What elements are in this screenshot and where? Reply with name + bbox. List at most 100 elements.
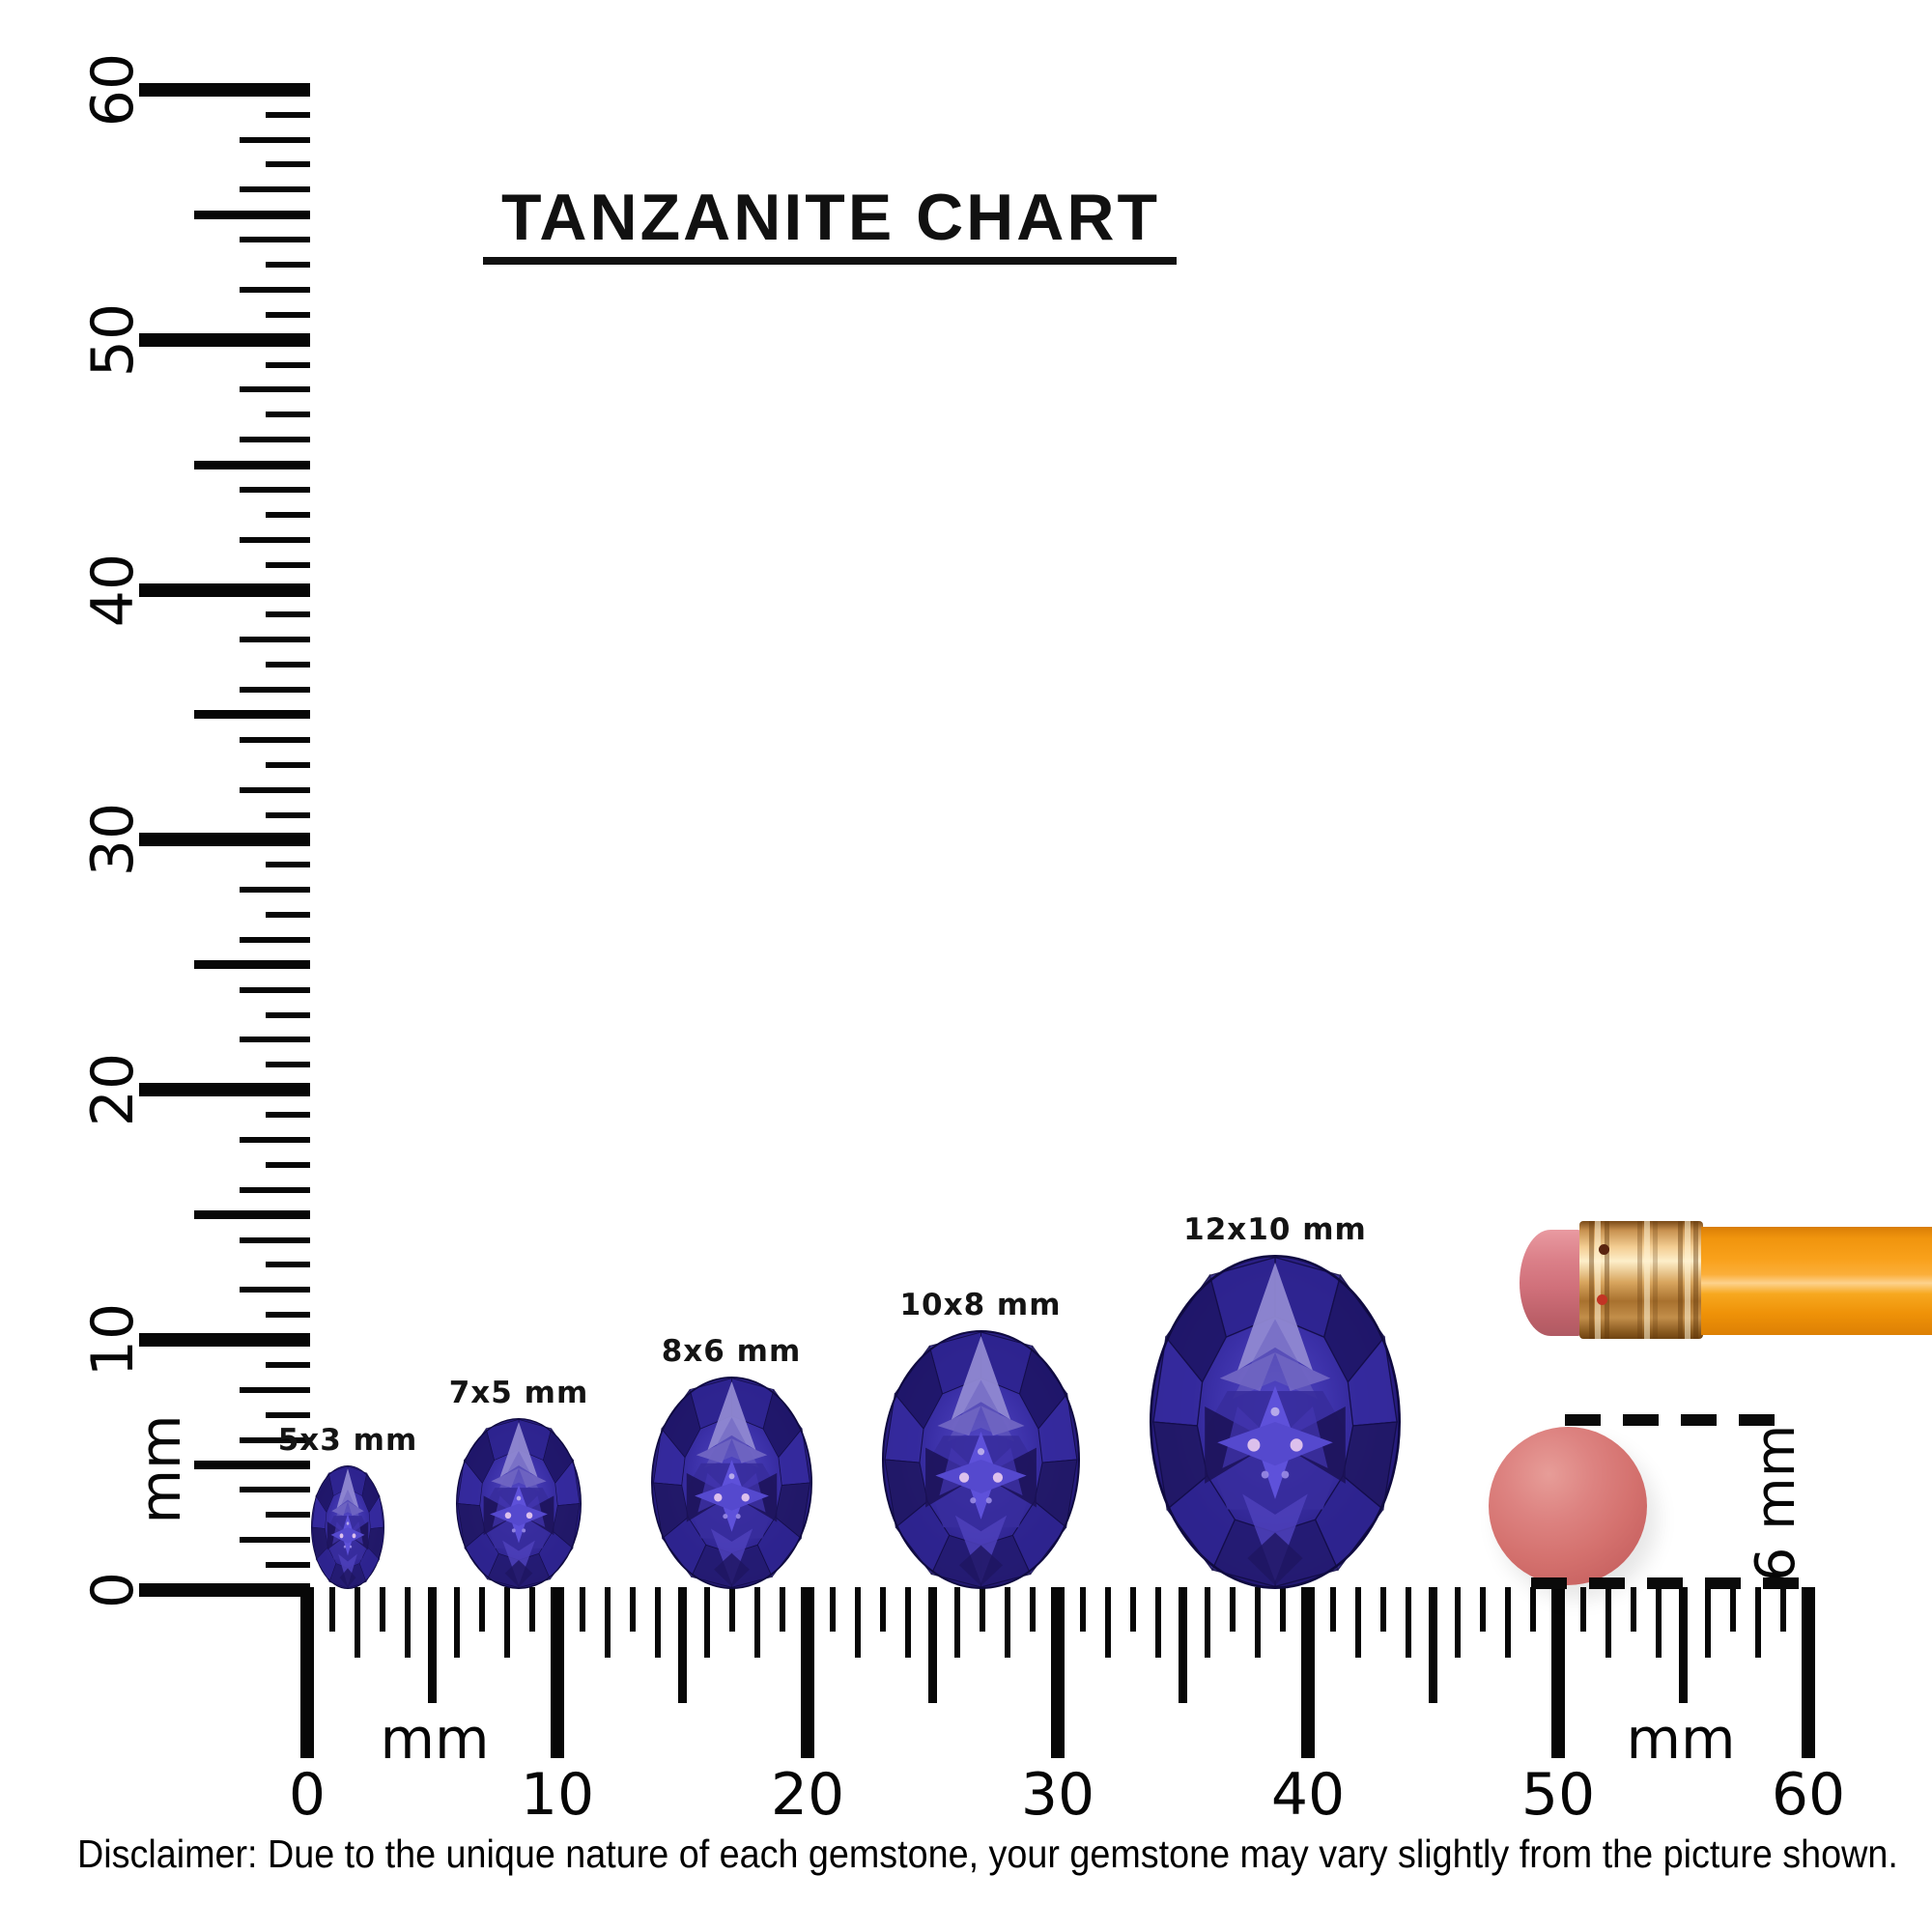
ruler-tick <box>1179 1587 1187 1703</box>
ferrule-ridge <box>1693 1221 1698 1339</box>
ruler-tick <box>240 786 310 793</box>
ruler-tick <box>1129 1587 1136 1632</box>
ruler-tick <box>139 1333 310 1348</box>
ruler-tick <box>240 887 310 894</box>
ruler-tick <box>1354 1587 1361 1658</box>
ruler-tick <box>240 736 310 743</box>
gem-oval-cut <box>311 1465 384 1589</box>
ruler-tick <box>194 460 310 469</box>
ruler-tick <box>1079 1587 1086 1632</box>
ruler-tick <box>1730 1587 1737 1632</box>
ruler-tick <box>240 1386 310 1393</box>
ruler-tick <box>1551 1587 1565 1758</box>
ruler-tick <box>266 811 310 818</box>
ferrule-shine <box>1644 1221 1650 1339</box>
ruler-tick <box>266 761 310 768</box>
ruler-tick <box>194 210 310 219</box>
ruler-tick <box>1455 1587 1462 1658</box>
ruler-tick <box>1579 1587 1586 1632</box>
measure-dash-top <box>1565 1414 1797 1426</box>
ruler-tick <box>240 1236 310 1243</box>
ruler-tick <box>194 960 310 970</box>
ruler-tick <box>139 332 310 347</box>
ruler-tick <box>1280 1587 1287 1632</box>
ruler-tick <box>266 1161 310 1168</box>
ruler-tick <box>1780 1587 1787 1632</box>
round-eraser <box>1489 1427 1647 1585</box>
page-title: TANZANITE CHART <box>500 181 1161 254</box>
ruler-tick <box>266 1062 310 1068</box>
ruler-tick <box>729 1587 736 1632</box>
pencil-ferrule <box>1579 1221 1703 1339</box>
title-underline <box>483 257 1177 265</box>
gem-size-label: 8x6 mm <box>661 1334 802 1369</box>
ruler-tick <box>240 1537 310 1544</box>
ruler-tick <box>266 611 310 618</box>
ruler-tick <box>240 637 310 643</box>
ruler-tick <box>266 912 310 919</box>
ruler-tick <box>1705 1587 1712 1658</box>
vertical-ruler-label: 30 <box>79 803 147 877</box>
horizontal-ruler-label: 40 <box>1270 1761 1346 1829</box>
ruler-tick <box>240 386 310 393</box>
ruler-tick <box>1154 1587 1161 1658</box>
ferrule-ridge <box>1637 1221 1642 1339</box>
horizontal-ruler-label: 60 <box>1771 1761 1846 1829</box>
ruler-tick <box>240 986 310 993</box>
pencil-eraser-tip <box>1520 1230 1581 1336</box>
ruler-tick <box>980 1587 986 1632</box>
ferrule-ridge <box>1589 1221 1594 1339</box>
horizontal-ruler-label: 50 <box>1520 1761 1596 1829</box>
ruler-tick <box>240 1287 310 1293</box>
ferrule-ridge <box>1678 1221 1683 1339</box>
ruler-tick <box>266 1112 310 1119</box>
ferrule-rivet-dot <box>1597 1294 1607 1305</box>
horizontal-ruler-label: 10 <box>520 1761 595 1829</box>
ruler-tick <box>1379 1587 1386 1632</box>
ruler-tick <box>240 186 310 193</box>
ruler-tick <box>428 1587 437 1703</box>
ruler-tick <box>1329 1587 1336 1632</box>
ruler-tick <box>266 561 310 568</box>
ruler-tick <box>266 1411 310 1418</box>
ruler-tick <box>1104 1587 1111 1658</box>
ruler-tick <box>240 1137 310 1144</box>
ruler-tick <box>1755 1587 1762 1658</box>
ruler-tick <box>1230 1587 1236 1632</box>
ruler-tick <box>479 1587 486 1632</box>
ruler-tick <box>266 361 310 368</box>
ruler-tick <box>454 1587 461 1658</box>
ruler-tick <box>1480 1587 1487 1632</box>
ruler-tick <box>266 111 310 118</box>
disclaimer-text: Disclaimer: Due to the unique nature of … <box>77 1832 1898 1876</box>
ruler-tick <box>1030 1587 1037 1632</box>
ruler-tick <box>139 82 310 97</box>
ruler-tick <box>1255 1587 1262 1658</box>
ruler-tick <box>654 1587 661 1658</box>
ruler-tick <box>194 710 310 720</box>
ruler-tick <box>266 1562 310 1569</box>
ruler-tick <box>801 1587 814 1758</box>
gem-size-label: 10x8 mm <box>899 1288 1062 1322</box>
ruler-tick <box>1655 1587 1662 1658</box>
ruler-tick <box>854 1587 861 1658</box>
ruler-tick <box>629 1587 636 1632</box>
ruler-tick <box>240 936 310 943</box>
ruler-tick <box>194 1461 310 1470</box>
ruler-tick <box>954 1587 961 1658</box>
ferrule-shine <box>1685 1221 1690 1339</box>
measure-dash-bottom <box>1531 1577 1799 1589</box>
gem-size-label: 7x5 mm <box>448 1376 589 1410</box>
ruler-tick <box>1505 1587 1512 1658</box>
ruler-tick <box>879 1587 886 1632</box>
ruler-tick <box>266 511 310 518</box>
vertical-ruler-label: 20 <box>79 1053 147 1127</box>
ruler-tick <box>266 862 310 868</box>
ruler-tick <box>194 1210 310 1220</box>
ruler-tick <box>266 1512 310 1519</box>
ferrule-rivet-dot <box>1599 1244 1609 1255</box>
ruler-tick <box>240 536 310 543</box>
tanzanite-gem <box>1150 1255 1401 1589</box>
ruler-tick <box>354 1587 360 1658</box>
